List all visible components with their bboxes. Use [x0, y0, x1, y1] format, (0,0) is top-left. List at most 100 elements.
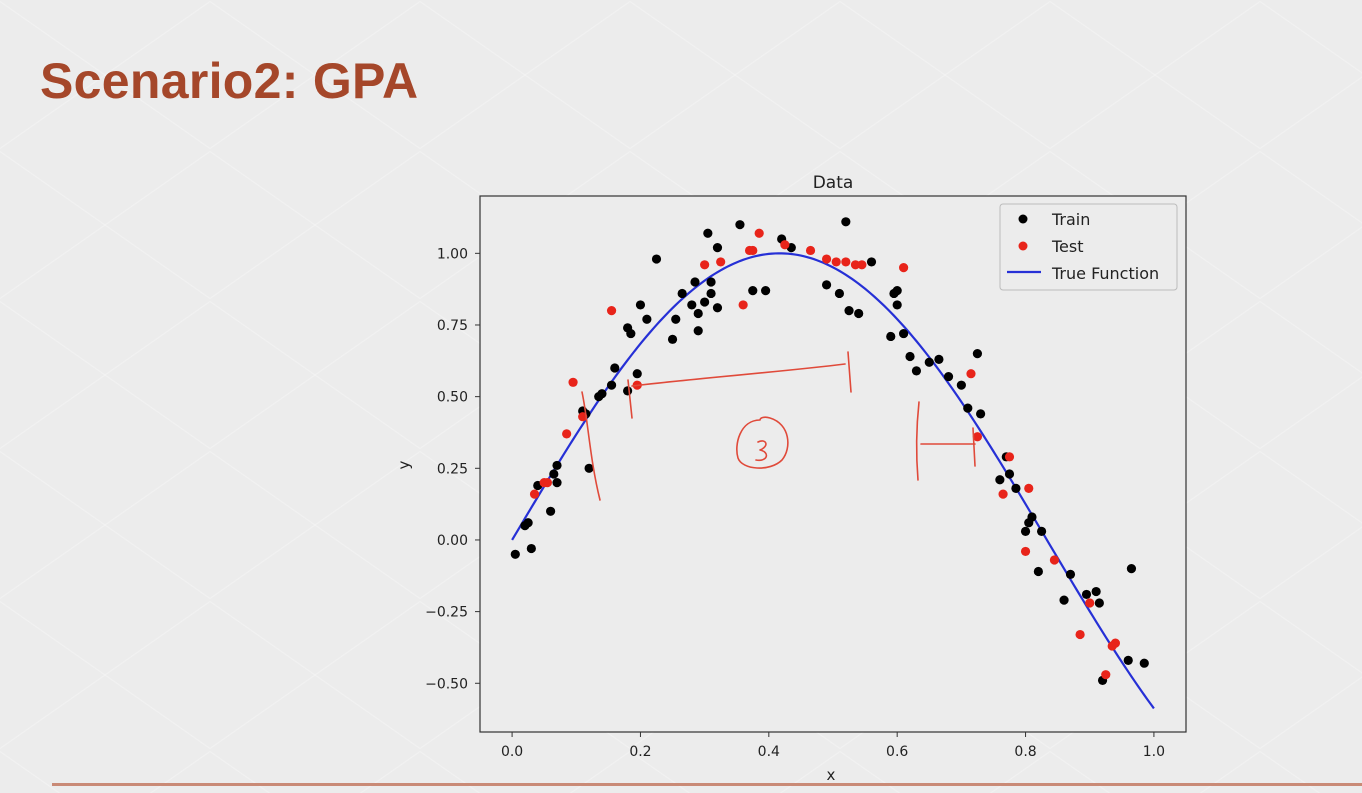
- train-point: [1004, 469, 1015, 479]
- test-point: [899, 263, 909, 273]
- train-point: [703, 228, 713, 238]
- train-point: [712, 303, 723, 313]
- x-tick-label: 0.8: [1014, 744, 1036, 760]
- train-point: [677, 288, 687, 299]
- annotation-bracket-far-right: [972, 427, 976, 467]
- annotation-digit-three: [755, 440, 768, 462]
- test-point: [831, 257, 841, 267]
- y-axis-ticks: −0.50 −0.25 0.00 0.25 0.50 0.75 1.00: [425, 246, 480, 692]
- test-point: [754, 228, 764, 238]
- train-point: [976, 409, 986, 419]
- test-point: [1075, 629, 1085, 640]
- train-point: [584, 463, 594, 473]
- test-point: [606, 306, 617, 316]
- train-point: [1020, 526, 1031, 536]
- test-point: [1049, 555, 1060, 565]
- test-point: [966, 369, 976, 379]
- annotation-circled-three: [736, 416, 789, 469]
- legend-test-marker: [1018, 241, 1028, 251]
- train-point: [693, 308, 703, 319]
- train-point: [934, 354, 944, 364]
- test-point: [529, 489, 540, 499]
- train-point: [821, 280, 832, 290]
- annotation-bracket-mid-left: [627, 379, 633, 419]
- train-point: [972, 349, 983, 359]
- train-point: [841, 217, 851, 227]
- train-point: [606, 380, 617, 390]
- test-point: [841, 257, 851, 267]
- x-tick-label: 0.4: [758, 744, 780, 760]
- train-point: [510, 549, 520, 559]
- annotation-interval-line: [631, 363, 846, 387]
- x-axis-label: x: [827, 766, 836, 784]
- test-point: [821, 254, 832, 264]
- train-point: [1036, 526, 1047, 536]
- test-point: [1085, 598, 1095, 608]
- x-axis-ticks: 0.0 0.2 0.4 0.6 0.8 1.0: [501, 732, 1165, 760]
- train-point: [552, 460, 562, 471]
- legend-true-function-label: True Function: [1051, 264, 1159, 283]
- y-tick-label: 0.00: [437, 533, 468, 549]
- test-point: [780, 240, 790, 250]
- x-tick-label: 0.2: [629, 744, 651, 760]
- test-point: [857, 260, 867, 270]
- train-point: [667, 334, 678, 344]
- test-series: [529, 228, 1120, 680]
- train-point: [712, 242, 723, 253]
- test-point: [562, 429, 572, 439]
- y-tick-label: −0.25: [425, 605, 468, 621]
- y-tick-label: −0.50: [425, 676, 468, 692]
- y-axis-label: y: [395, 460, 413, 469]
- train-point: [706, 288, 716, 299]
- train-point: [905, 351, 915, 362]
- train-point: [892, 300, 902, 310]
- train-point: [671, 314, 681, 324]
- y-tick-label: 1.00: [437, 246, 468, 262]
- train-point: [899, 328, 909, 339]
- train-point: [1094, 598, 1104, 608]
- legend-test-label: Test: [1051, 237, 1084, 256]
- legend-box: [999, 203, 1178, 291]
- train-point: [892, 285, 902, 296]
- train-point: [1065, 569, 1076, 579]
- legend-train-label: Train: [1051, 210, 1090, 229]
- train-point: [610, 363, 620, 373]
- train-point: [693, 326, 703, 336]
- train-point: [924, 357, 934, 367]
- test-point: [1024, 483, 1034, 493]
- test-point: [1110, 638, 1120, 648]
- true-function-series: [511, 252, 1155, 710]
- test-point: [1020, 546, 1031, 557]
- train-point: [834, 288, 845, 299]
- train-point: [1027, 512, 1037, 522]
- test-point: [716, 257, 726, 267]
- test-point: [850, 260, 861, 270]
- train-point: [1139, 658, 1149, 668]
- chart-legend: Train Test True Function: [999, 203, 1178, 291]
- train-point: [963, 403, 973, 413]
- train-point: [700, 297, 710, 307]
- train-point: [943, 371, 954, 382]
- annotation-bracket-mid-right: [847, 351, 852, 393]
- train-point: [549, 469, 559, 479]
- train-point: [651, 254, 662, 264]
- true-function-line: [511, 252, 1155, 710]
- test-point: [1004, 452, 1015, 462]
- slide-title: Scenario2: GPA: [40, 53, 419, 109]
- train-point: [761, 285, 771, 296]
- test-point: [805, 245, 816, 256]
- handwritten-annotations: [581, 351, 976, 501]
- test-point: [1101, 670, 1111, 680]
- train-point: [911, 366, 922, 376]
- train-point: [635, 300, 646, 310]
- train-series: [510, 217, 1149, 686]
- train-point: [995, 475, 1005, 485]
- footer-divider: [52, 783, 1362, 786]
- train-point: [1123, 655, 1133, 665]
- y-tick-label: 0.75: [437, 318, 468, 334]
- train-point: [748, 285, 758, 296]
- legend-train-marker: [1018, 214, 1028, 224]
- train-point: [546, 506, 556, 516]
- test-point: [700, 260, 710, 270]
